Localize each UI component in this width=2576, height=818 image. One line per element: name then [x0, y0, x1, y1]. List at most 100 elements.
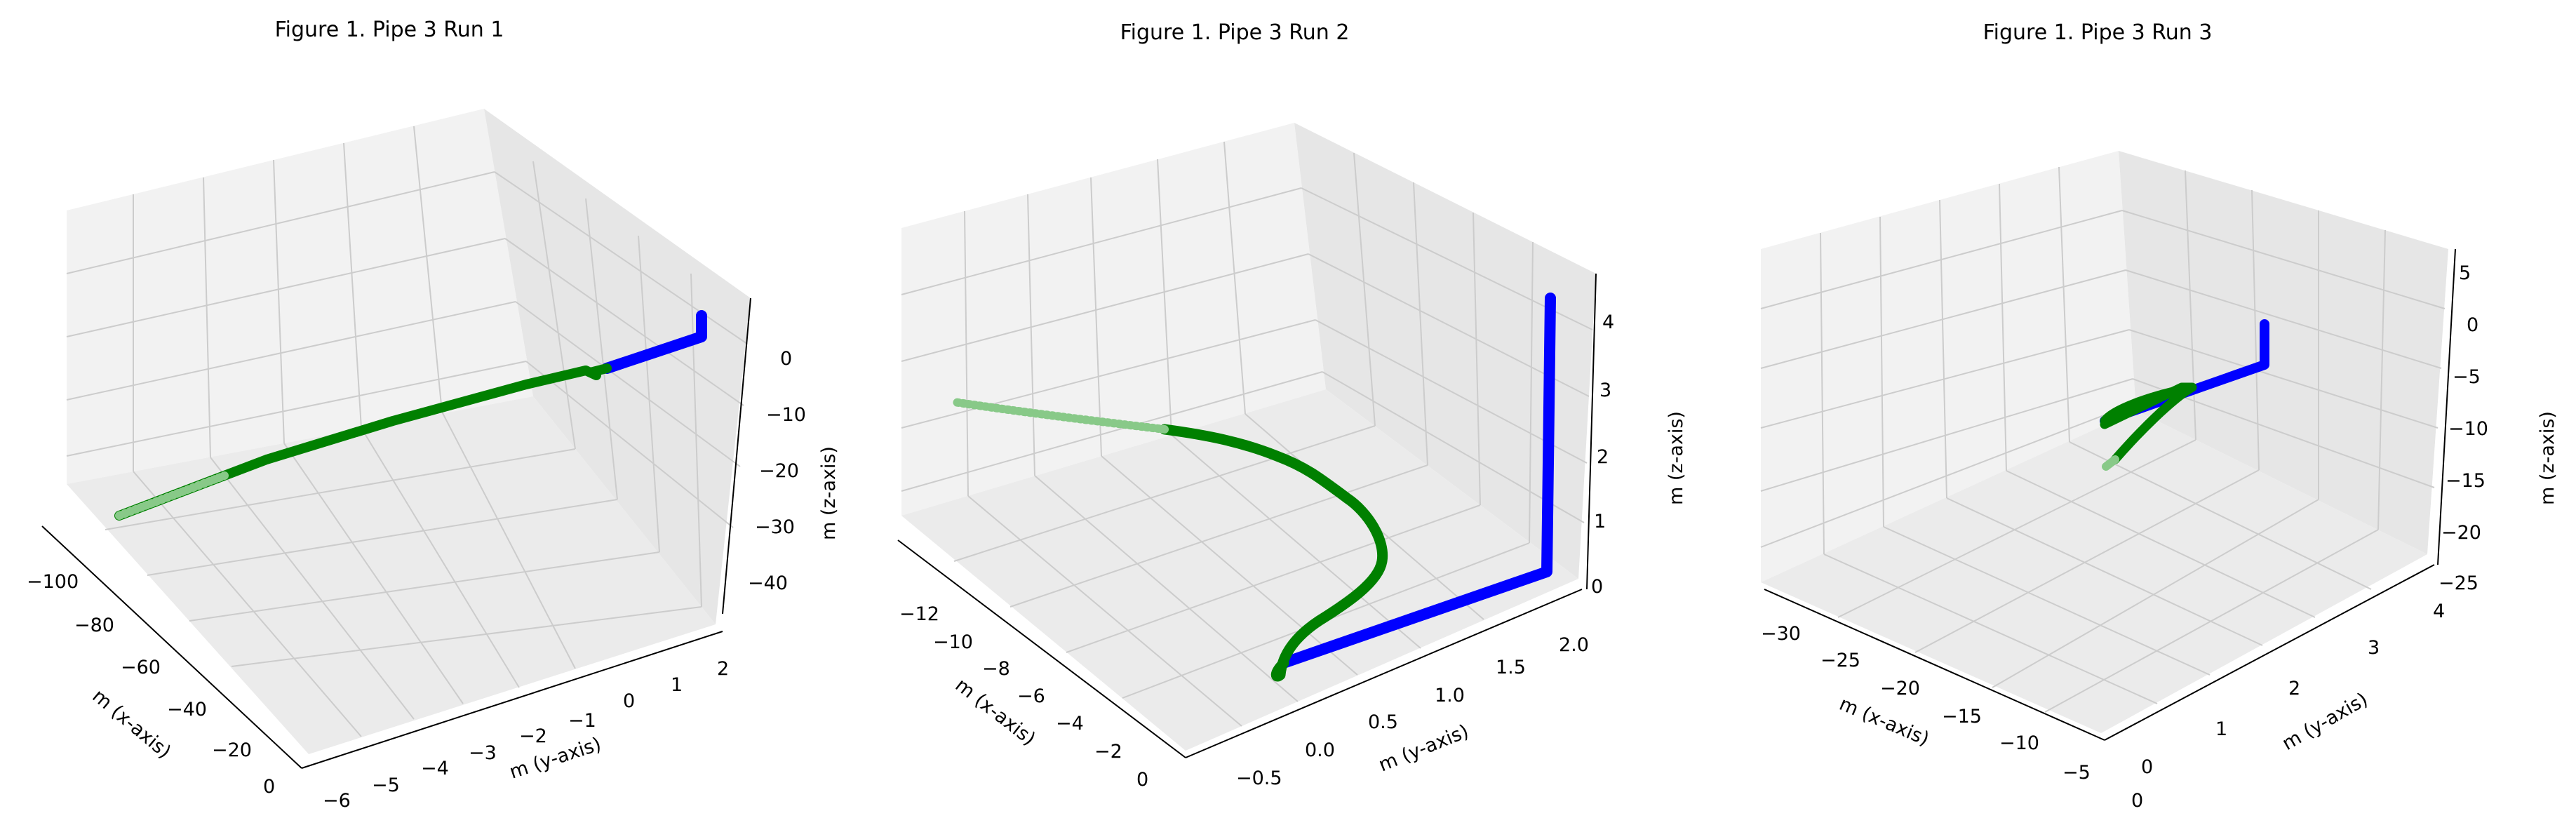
- x-tick-label: −60: [121, 657, 161, 678]
- y-tick-label: −0.5: [1236, 767, 1282, 789]
- x-tick-label: −12: [899, 603, 939, 625]
- y-axis-line: [2104, 564, 2435, 741]
- y-axis-line: [301, 631, 723, 769]
- green-pipe-faded-end: [950, 398, 1169, 434]
- blue-pipe-segment: [1278, 293, 1556, 669]
- y-tick-label: 1: [2215, 718, 2227, 740]
- subplot-run-3: Figure 1. Pipe 3 Run 3: [1760, 20, 2558, 812]
- y-tick-label: −4: [421, 758, 449, 779]
- z-tick-labels: 0 −10 −20 −30 −40: [748, 348, 806, 594]
- y-tick-label: 0: [623, 690, 635, 712]
- z-tick-label: −25: [2439, 572, 2478, 594]
- y-tick-label: 1.5: [1496, 657, 1526, 678]
- floor-pane: [1761, 410, 2427, 733]
- x-tick-label: −100: [27, 571, 79, 593]
- axis-lines: [1764, 248, 2456, 741]
- z-tick-label: 1: [1594, 511, 1606, 532]
- y-tick-label: 1: [671, 674, 683, 696]
- y-tick-label: 1.0: [1435, 685, 1465, 706]
- green-pipe-segment: [1159, 424, 1388, 682]
- x-axis-label: m (x-axis): [88, 685, 175, 763]
- green-pipe-segment: [2100, 382, 2197, 464]
- z-axis-label: m (z-axis): [2537, 411, 2558, 505]
- axis-lines: [897, 273, 1597, 758]
- z-tick-label: −20: [759, 460, 799, 482]
- z-axis-line: [2437, 248, 2456, 565]
- z-tick-label: 5: [2459, 262, 2471, 284]
- x-tick-label: −40: [167, 699, 207, 720]
- x-tick-label: −2: [1094, 741, 1122, 763]
- z-tick-label: −15: [2446, 470, 2486, 492]
- blue-pipe-segment: [601, 310, 707, 374]
- z-tick-label: −5: [2453, 366, 2481, 388]
- back-wall-pane: [1761, 151, 2136, 582]
- side-wall-pane: [1294, 123, 1596, 579]
- x-tick-labels: −100 −80 −60 −40 −20 0: [27, 571, 275, 798]
- y-tick-labels: 0 1 2 3 4: [2141, 601, 2445, 778]
- y-tick-label: −2: [519, 725, 547, 747]
- z-tick-labels: 5 0 −5 −10 −15 −20 −25: [2439, 262, 2488, 594]
- z-axis-label: m (z-axis): [1665, 411, 1687, 505]
- chart-title: Figure 1. Pipe 3 Run 2: [1120, 20, 1350, 45]
- x-tick-label: −4: [1056, 713, 1084, 735]
- y-tick-labels: −0.5 0.0 0.5 1.0 1.5 2.0: [1236, 634, 1589, 789]
- y-tick-label: 0.0: [1305, 739, 1335, 761]
- series-pipe-path: [114, 310, 707, 521]
- x-tick-label: 0: [2131, 790, 2143, 812]
- x-tick-labels: −30 −25 −20 −15 −10 −5 0: [1761, 623, 2143, 812]
- x-tick-label: −10: [933, 631, 973, 653]
- x-axis-label: m (x-axis): [1836, 693, 1932, 751]
- floor-pane: [901, 389, 1578, 751]
- x-axis-line: [1764, 589, 2105, 741]
- z-tick-labels: 0 1 2 3 4: [1591, 311, 1614, 598]
- floor-pane: [67, 396, 716, 754]
- y-tick-label: −3: [469, 742, 497, 764]
- y-tick-label: 2: [717, 658, 729, 680]
- side-wall-pane: [2119, 151, 2448, 554]
- x-tick-label: −5: [2062, 762, 2091, 784]
- z-tick-label: −10: [2448, 418, 2488, 440]
- z-tick-label: 0: [780, 348, 792, 370]
- green-pipe-faded-end: [2102, 455, 2119, 471]
- z-tick-label: −20: [2441, 522, 2481, 544]
- y-tick-label: 3: [2368, 637, 2380, 659]
- x-axis-line: [897, 539, 1186, 758]
- x-tick-label: −6: [1017, 685, 1045, 707]
- y-tick-label: −5: [372, 775, 400, 796]
- back-wall-pane: [901, 123, 1326, 516]
- x-tick-label: 0: [263, 776, 275, 798]
- z-axis-line: [722, 297, 751, 615]
- z-tick-label: −10: [766, 404, 806, 426]
- y-tick-label: −1: [568, 710, 596, 732]
- x-axis-line: [41, 525, 302, 769]
- gridlines: [1760, 166, 2446, 713]
- z-tick-label: −40: [748, 572, 788, 594]
- x-tick-label: −25: [1820, 650, 1860, 671]
- y-tick-label: 0.5: [1368, 711, 1398, 733]
- gridlines: [66, 126, 748, 737]
- chart-title: Figure 1. Pipe 3 Run 1: [275, 18, 504, 42]
- y-tick-label: 2: [2288, 678, 2300, 699]
- subplot-run-1: Figure 1. Pipe 3 Run 1: [27, 18, 840, 812]
- y-tick-labels: −6 −5 −4 −3 −2 −1 0 1 2: [323, 658, 729, 812]
- z-axis-line: [1586, 273, 1597, 590]
- y-tick-label: 0: [2141, 756, 2153, 778]
- z-tick-label: 0: [1591, 576, 1603, 598]
- y-axis-line: [1185, 589, 1583, 758]
- x-tick-label: −15: [1942, 706, 1982, 728]
- green-pipe-segment: [114, 363, 612, 521]
- x-tick-label: −30: [1761, 623, 1801, 645]
- x-tick-label: −80: [74, 615, 114, 636]
- y-tick-label: 2.0: [1559, 634, 1589, 656]
- axis-lines: [41, 297, 751, 769]
- z-tick-label: 2: [1597, 446, 1609, 468]
- x-tick-label: −8: [982, 658, 1010, 680]
- z-tick-label: 0: [2467, 314, 2478, 336]
- z-tick-label: 3: [1599, 380, 1611, 401]
- series-pipe-path: [950, 293, 1556, 682]
- y-tick-label: −6: [323, 790, 351, 812]
- x-tick-label: 0: [1136, 769, 1148, 791]
- x-tick-label: −20: [212, 739, 252, 761]
- z-tick-label: 4: [1602, 311, 1614, 333]
